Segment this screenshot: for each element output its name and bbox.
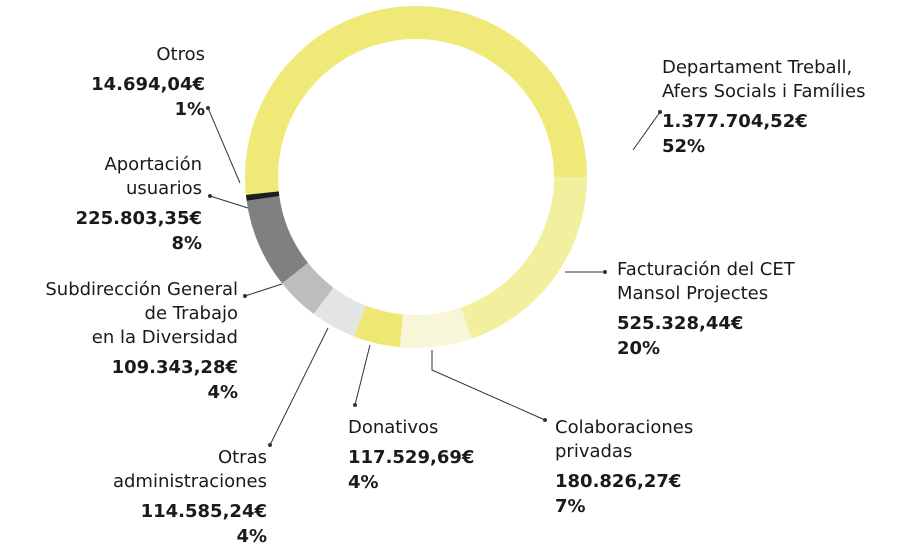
leader-dot [206, 106, 210, 110]
leader-line [269, 327, 329, 446]
category-label: usuarios [126, 178, 202, 199]
leader-line [209, 195, 249, 209]
donut-segment [245, 191, 280, 201]
donut-segment [353, 305, 403, 348]
leader-dot [268, 443, 272, 447]
category-label: Subdirección General [45, 279, 238, 300]
percent-label: 7% [555, 496, 586, 517]
percent-label: 1% [174, 99, 205, 120]
value-label: 117.529,69€ [348, 447, 474, 468]
percent-label: 4% [348, 472, 379, 493]
percent-label: 4% [207, 382, 238, 403]
value-label: 525.328,44€ [617, 313, 743, 334]
value-label: 114.585,24€ [141, 501, 267, 522]
category-label: Donativos [348, 417, 438, 438]
value-label: 225.803,35€ [76, 208, 202, 229]
leader-line [354, 344, 371, 406]
donut-segment [282, 262, 334, 315]
leader-dot [603, 270, 607, 274]
leader-dot [658, 110, 662, 114]
leader-line [632, 111, 661, 151]
category-label: Departament Treball, [662, 57, 852, 78]
leader-line [244, 283, 283, 297]
leader-dot [353, 403, 357, 407]
donut-segment [399, 307, 472, 348]
value-label: 1.377.704,52€ [662, 111, 808, 132]
value-label: 109.343,28€ [112, 357, 238, 378]
leader-dot [543, 418, 547, 422]
category-label: Aportación [104, 154, 202, 175]
donut-segment [460, 177, 587, 339]
donut-segment [246, 196, 308, 284]
category-label: Facturación del CET [617, 259, 796, 280]
category-label: de Trabajo [145, 303, 238, 324]
percent-label: 8% [171, 233, 202, 254]
category-label: administraciones [113, 471, 267, 492]
category-label: en la Diversidad [92, 327, 238, 348]
leader-line [431, 350, 546, 421]
percent-label: 52% [662, 136, 705, 157]
value-label: 14.694,04€ [91, 74, 205, 95]
category-label: Otras [218, 447, 267, 468]
donut-segment [313, 287, 366, 337]
category-label: Colaboraciones [555, 417, 693, 438]
category-label: privadas [555, 441, 632, 462]
leader-dot [208, 194, 212, 198]
category-label: Otros [156, 44, 205, 65]
donut-segment [245, 6, 587, 195]
leader-line [207, 107, 241, 184]
category-label: Mansol Projectes [617, 283, 768, 304]
category-label: Afers Socials i Famílies [662, 81, 866, 102]
percent-label: 20% [617, 338, 660, 359]
percent-label: 4% [236, 526, 267, 545]
value-label: 180.826,27€ [555, 471, 681, 492]
leader-dot [243, 294, 247, 298]
